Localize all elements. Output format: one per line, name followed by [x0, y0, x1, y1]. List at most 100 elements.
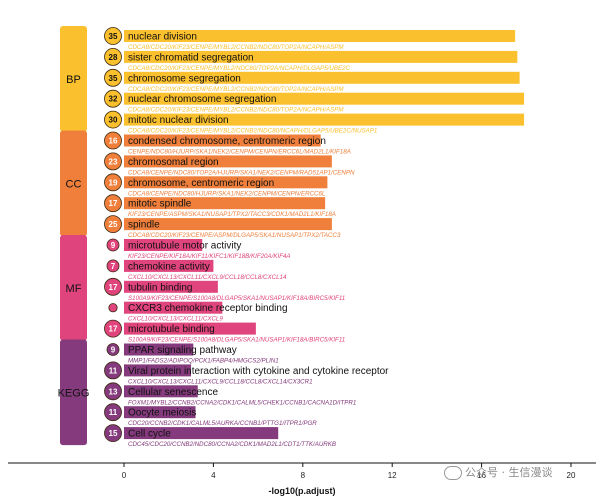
- term-label-14: CXCR3 chemokine receptor binding: [128, 303, 288, 314]
- count-label-3: 35: [109, 74, 118, 83]
- bar-4: [124, 92, 525, 105]
- term-label-11: microtubule motor activity: [128, 241, 241, 252]
- term-label-5: mitotic nuclear division: [128, 115, 229, 126]
- count-badge-17: [104, 361, 122, 380]
- gene-list-20: CDC45/CDC20/CCNB2/NDC80/CCNA2/CDK1/MAD2L…: [128, 441, 336, 448]
- x-tick-label-8: 8: [301, 471, 306, 480]
- bar-20: [124, 427, 279, 440]
- count-label-17: 11: [109, 366, 118, 375]
- term-label-20: Cell cycle: [128, 429, 171, 440]
- count-label-8: 19: [109, 178, 118, 187]
- gene-list-12: CXCL10/CXCL13/CXCL11/CXCL9/CCL18/CCL8/CX…: [128, 274, 287, 281]
- bar-13: [124, 280, 218, 293]
- count-badge-15: [104, 319, 122, 338]
- gene-list-14: CXCL10/CXCL13/CXCL11/CXCL9: [128, 316, 223, 323]
- count-label-20: 15: [109, 429, 118, 438]
- x-tick-label-4: 4: [211, 471, 216, 480]
- category-label-mf: MF: [66, 283, 82, 295]
- gene-list-9: KIF23/CENPE/ASPM/SKA1/NUSAP1/TPX2/TACC3/…: [128, 211, 336, 218]
- x-axis-title: -log10(p.adjust): [269, 486, 336, 496]
- bar-6: [124, 134, 321, 147]
- count-label-4: 32: [109, 95, 118, 104]
- x-tick-label-20: 20: [567, 471, 576, 480]
- bar-8: [124, 176, 328, 189]
- count-badge-10: [104, 215, 122, 234]
- gene-list-19: CDC20/CCNB2/CDK1/CALML5/AURKA/CCNB1/PTTG…: [128, 420, 317, 427]
- bar-15: [124, 322, 256, 335]
- term-label-2: sister chromatid segregation: [128, 52, 254, 63]
- count-label-9: 17: [109, 199, 118, 208]
- bar-19: [124, 406, 196, 419]
- term-label-8: chromosome, centromeric region: [128, 178, 274, 189]
- bar-9: [124, 197, 326, 210]
- term-label-3: chromosome segregation: [128, 73, 241, 84]
- count-badge-20: [104, 424, 122, 443]
- count-badge-2: [104, 48, 122, 66]
- bar-17: [124, 364, 192, 377]
- category-block-mf: [60, 235, 87, 341]
- category-block-kegg: [60, 339, 87, 446]
- term-label-15: microtubule binding: [128, 324, 215, 335]
- gene-list-17: CXCL10/CXCL13/CXCL11/CXCL9/CCL18/CCL8/CX…: [128, 378, 313, 385]
- gene-list-8: CDCA8/CENPE/NDC80/HJURP/SKA1/NEK2/CENPM/…: [128, 190, 326, 197]
- count-badge-19: [104, 403, 122, 422]
- term-label-13: tubulin binding: [128, 282, 193, 293]
- count-badge-13: [104, 277, 122, 296]
- category-block-bp: [60, 26, 87, 132]
- term-label-10: spindle: [128, 220, 160, 231]
- gene-list-4: CDCA8/CDC20/KIF23/CENPE/MYBL2/CCNB2/NDC8…: [128, 107, 344, 114]
- bar-1: [124, 30, 516, 42]
- term-label-4: nuclear chromosome segregation: [128, 94, 276, 105]
- x-axis: -log10(p.adjust) 0 4 8 12 16 20: [8, 462, 596, 496]
- bar-10: [124, 218, 332, 231]
- bar-5: [124, 113, 525, 126]
- category-label-bp: BP: [66, 74, 81, 86]
- count-badge-14: [108, 303, 118, 313]
- gene-list-3: CDCA8/CDC20/KIF23/CENPE/MYBL2/CCNB2/NDC8…: [128, 86, 344, 93]
- count-label-13: 17: [109, 283, 118, 292]
- bars: nuclear divisionCDCA8/CDC20/KIF23/CENPE/…: [104, 27, 525, 448]
- gene-list-7: CDCA8/CENPE/NDC80/TOP2A/HJURP/SKA1/NEK2/…: [128, 169, 355, 176]
- term-label-1: nuclear division: [128, 32, 197, 43]
- category-label-kegg: KEGG: [58, 387, 90, 399]
- count-label-16: 9: [111, 346, 116, 355]
- count-badge-5: [104, 110, 122, 129]
- category-block-cc: [60, 130, 87, 237]
- gene-list-5: CDCA8/CDC20/KIF23/CENPE/MYBL2/CCNB2/NDC8…: [128, 128, 377, 135]
- gene-list-1: CDCA8/CDC20/KIF23/CENPE/MYBL2/CCNB2/NDC8…: [128, 44, 344, 51]
- count-badge-12: [106, 259, 120, 273]
- term-label-17: Viral protein interaction with cytokine …: [128, 366, 389, 377]
- term-label-6: condensed chromosome, centromeric region: [128, 136, 326, 147]
- count-label-11: 9: [111, 241, 116, 250]
- count-label-7: 23: [109, 157, 118, 166]
- count-badge-9: [104, 194, 122, 213]
- bar-14: [124, 301, 223, 314]
- count-label-15: 17: [109, 325, 118, 334]
- count-badge-16: [106, 343, 120, 356]
- bar-16: [124, 343, 194, 356]
- count-label-10: 25: [109, 220, 118, 229]
- count-badge-18: [104, 382, 122, 401]
- bar-3: [124, 71, 520, 84]
- count-badge-4: [104, 89, 122, 108]
- watermark: 公众号 · 生信漫谈: [444, 464, 553, 480]
- count-label-12: 7: [111, 262, 116, 271]
- count-label-18: 13: [109, 387, 118, 396]
- gene-list-15: S100A9/KIF23/CENPE/S100A8/DLGAP5/SKA1/NU…: [128, 337, 345, 344]
- count-label-2: 28: [109, 53, 118, 62]
- category-label-cc: CC: [66, 178, 82, 190]
- gene-list-2: CDCA8/CDC20/KIF23/CENPE/MYBL2/NDC80/TOP2…: [128, 65, 351, 72]
- gene-list-16: MMP1/FADS2/ADIPOQ/PCK1/FABP4/HMGCS2/PLIN…: [128, 358, 279, 365]
- gene-list-10: CDCA8/CDC20/KIF23/CENPE/ASPM/DLGAP5/SKA1…: [128, 232, 341, 239]
- bar-11: [124, 239, 203, 251]
- term-label-7: chromosomal region: [128, 157, 219, 168]
- gene-list-11: KIF23/CENPE/KIF18A/KIF11/KIFC1/KIF18B/KI…: [128, 253, 291, 260]
- watermark-text: 公众号 · 生信漫谈: [465, 466, 553, 479]
- term-label-18: Cellular senescence: [128, 387, 218, 398]
- count-badge-8: [104, 173, 122, 192]
- count-label-1: 35: [109, 32, 118, 41]
- bar-12: [124, 259, 214, 272]
- count-label-19: 11: [109, 408, 118, 417]
- term-label-19: Oocyte meiosis: [128, 408, 196, 419]
